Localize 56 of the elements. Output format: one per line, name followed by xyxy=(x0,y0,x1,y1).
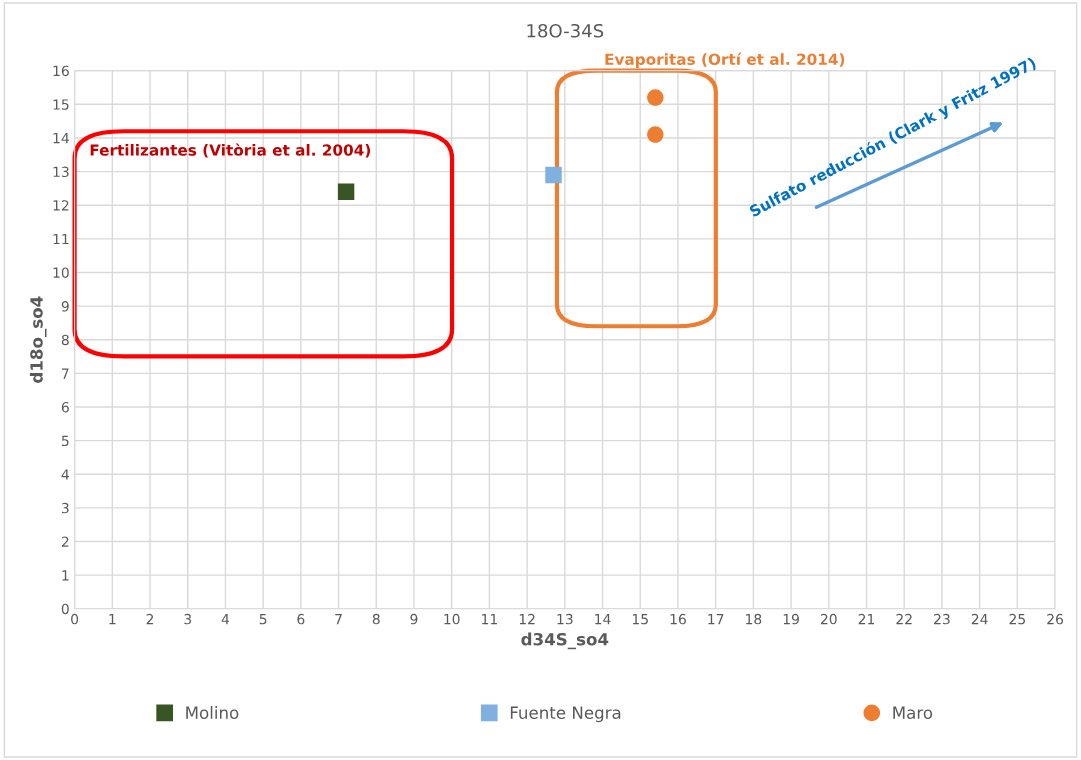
x-tick-label: 24 xyxy=(971,613,988,625)
legend-label: Maro xyxy=(893,706,933,719)
annotation: Fertilizantes (Vitòria et al. 2004) xyxy=(90,143,370,158)
y-tick-label: 12 xyxy=(53,200,69,211)
point xyxy=(337,183,355,200)
x-tick-label: 0 xyxy=(71,613,79,625)
y-tick-label: 0 xyxy=(61,603,69,615)
x-tick-label: 16 xyxy=(670,613,686,625)
y-tick-label: 6 xyxy=(61,401,69,413)
x-tick-label: 11 xyxy=(482,614,497,625)
x-tick-label: 1 xyxy=(109,614,116,625)
x-tick-label: 10 xyxy=(444,613,460,625)
x-tick-label: 25 xyxy=(1009,613,1025,625)
x-tick-label: 22 xyxy=(896,613,912,625)
x-tick-label: 18 xyxy=(746,613,762,625)
x-tick-label: 20 xyxy=(820,613,837,625)
point xyxy=(647,126,664,143)
x-tick-label: 7 xyxy=(335,614,342,625)
x-tick-label: 13 xyxy=(557,613,573,625)
y-tick-label: 3 xyxy=(61,502,69,514)
x-tick-label: 3 xyxy=(184,613,192,625)
text: Evaporitas (Ortí et al. 2014) xyxy=(605,52,845,68)
y-tick-label: 8 xyxy=(61,334,69,346)
x-tick-label: 2 xyxy=(146,613,154,625)
y-tick-label: 11 xyxy=(53,233,69,245)
x-tick-label: 9 xyxy=(410,613,418,625)
x-axis-title: d34S_so4 xyxy=(521,632,609,650)
y-tick-label: 2 xyxy=(61,536,69,547)
x-tick-label: 12 xyxy=(519,613,535,625)
y-tick-label: 4 xyxy=(61,469,69,480)
point xyxy=(545,166,562,184)
y-tick-label: 1 xyxy=(62,570,69,581)
x-tick-label: 15 xyxy=(632,614,648,625)
x-tick-label: 17 xyxy=(708,614,724,625)
y-tick-label: 10 xyxy=(53,267,69,278)
legend-label: Fuente Negra xyxy=(510,706,621,723)
legend-label: Molino xyxy=(186,706,239,719)
y-tick-label: 15 xyxy=(53,99,69,110)
x-tick-label: 21 xyxy=(858,613,875,625)
x-tick-label: 23 xyxy=(934,613,950,625)
y-tick-label: 13 xyxy=(53,166,69,178)
point xyxy=(647,89,664,106)
y-tick-label: 14 xyxy=(53,133,69,144)
x-tick-label: 6 xyxy=(297,613,305,625)
y-axis-title: d18o_so4 xyxy=(29,296,47,383)
y-tick-label: 9 xyxy=(61,301,69,312)
y-tick-label: 16 xyxy=(53,65,69,77)
x-tick-label: 14 xyxy=(595,614,611,625)
x-tick-label: 19 xyxy=(783,613,799,625)
y-tick-label: 5 xyxy=(61,435,69,447)
x-tick-label: 4 xyxy=(221,614,230,625)
chart-title: 18O-34S xyxy=(527,23,604,38)
x-tick-label: 26 xyxy=(1047,613,1064,625)
x-tick-label: 8 xyxy=(372,613,380,625)
y-tick-label: 7 xyxy=(62,368,69,379)
x-tick-label: 5 xyxy=(259,614,267,625)
